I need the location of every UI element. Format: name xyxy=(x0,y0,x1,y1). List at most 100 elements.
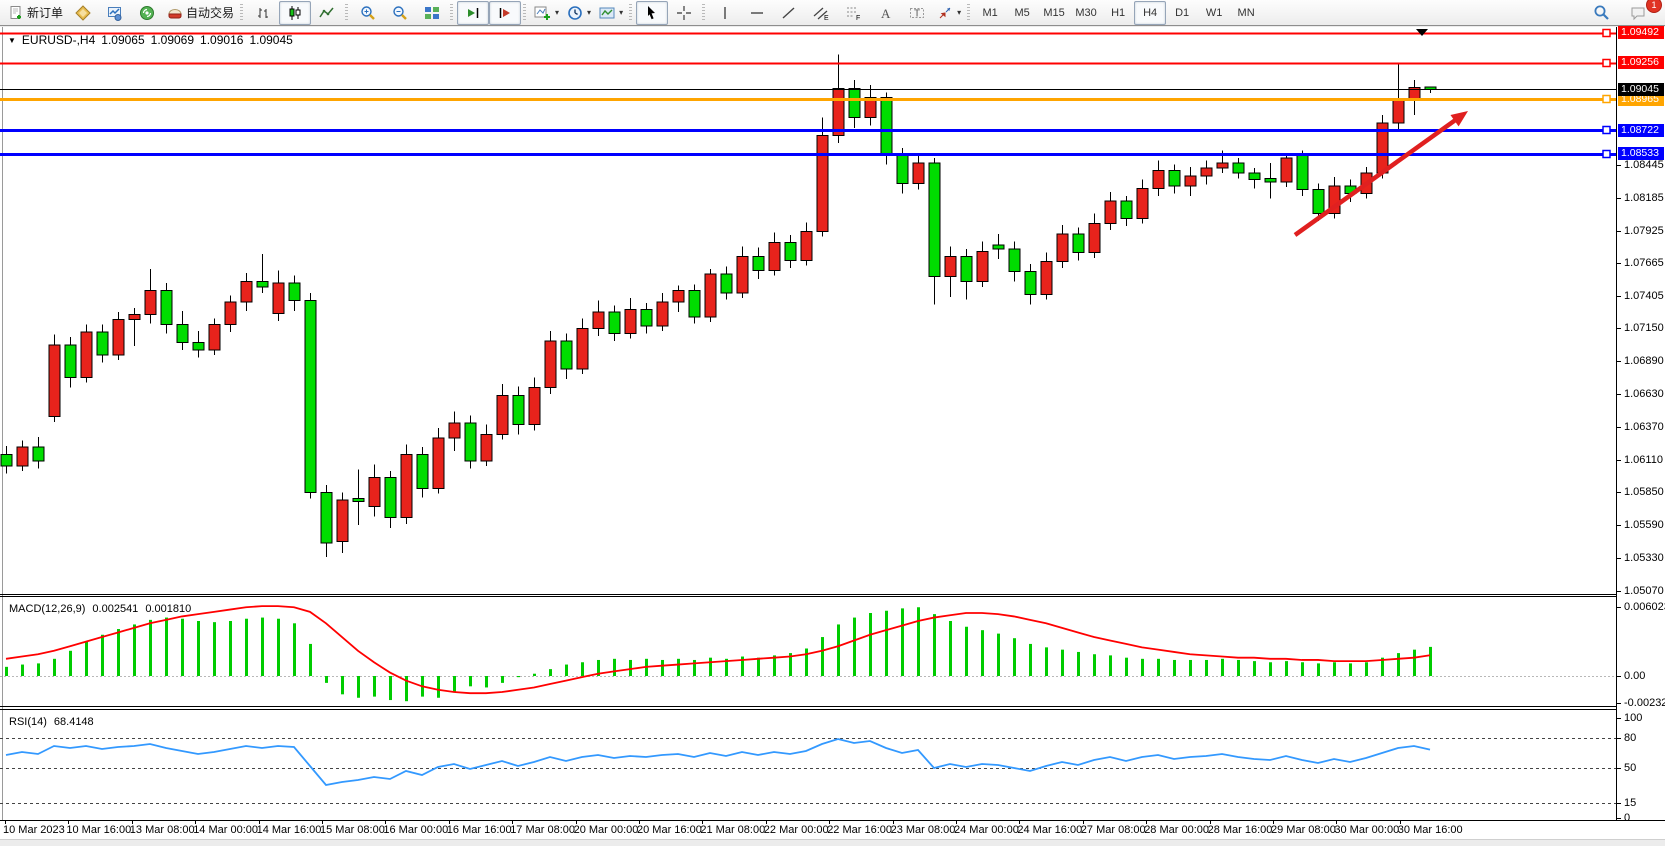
dropdown-arrow-icon[interactable]: ▾ xyxy=(619,8,624,17)
equidistant-channel-button[interactable]: E xyxy=(805,1,837,25)
tile-windows-button[interactable] xyxy=(416,1,448,25)
candle[interactable] xyxy=(1024,271,1037,295)
indicators-button[interactable]: ▾ xyxy=(530,1,563,25)
auto-trading-button[interactable]: 自动交易 xyxy=(163,1,238,25)
price-axis[interactable]: 1.09492 1.09256 1.08965 1.08722 1.08533 1.090… xyxy=(1616,26,1665,824)
candle[interactable] xyxy=(208,324,221,351)
chart-shift-button[interactable] xyxy=(489,0,522,25)
vertical-line-button[interactable] xyxy=(709,1,741,25)
bar-chart-button[interactable] xyxy=(247,1,279,25)
candle[interactable] xyxy=(1040,261,1053,295)
candle[interactable] xyxy=(128,314,141,321)
candle[interactable] xyxy=(1200,167,1213,177)
candle[interactable] xyxy=(448,422,461,439)
candle[interactable] xyxy=(864,97,877,119)
candle[interactable] xyxy=(176,324,189,343)
trend-arrow-head[interactable] xyxy=(1450,111,1468,127)
candle[interactable] xyxy=(16,446,29,467)
candle[interactable] xyxy=(224,301,237,326)
candle[interactable] xyxy=(480,433,493,462)
dropdown-arrow-icon[interactable]: ▾ xyxy=(587,8,592,17)
profile-button[interactable] xyxy=(67,1,99,25)
timeframe-d1-button[interactable]: D1 xyxy=(1175,6,1190,19)
macd-pane-canvas[interactable] xyxy=(0,597,1616,706)
candle[interactable] xyxy=(192,341,205,351)
candle[interactable] xyxy=(992,244,1005,250)
cursor-button[interactable] xyxy=(636,0,669,25)
candle[interactable] xyxy=(1104,200,1117,225)
candle[interactable] xyxy=(928,162,941,278)
candle[interactable] xyxy=(688,290,701,318)
candle[interactable] xyxy=(1248,172,1261,181)
candle[interactable] xyxy=(496,394,509,435)
candle[interactable] xyxy=(1152,170,1165,189)
candle[interactable] xyxy=(592,311,605,329)
candle[interactable] xyxy=(400,454,413,519)
candle[interactable] xyxy=(368,476,381,507)
candle[interactable] xyxy=(1216,162,1229,169)
line-chart-button[interactable] xyxy=(311,1,343,25)
candle[interactable] xyxy=(432,437,445,490)
candle[interactable] xyxy=(336,499,349,543)
zoom-in-button[interactable] xyxy=(352,1,384,25)
candle[interactable] xyxy=(80,331,93,379)
candlestick-chart-button[interactable] xyxy=(279,0,312,25)
candle[interactable] xyxy=(816,134,829,232)
candle[interactable] xyxy=(1056,233,1069,263)
time-axis[interactable]: 10 Mar 2023 10 Mar 16:00 13 Mar 08:00 14 Ma… xyxy=(0,821,1665,839)
candle[interactable] xyxy=(1296,155,1309,191)
candle[interactable] xyxy=(304,300,317,493)
candle[interactable] xyxy=(736,256,749,294)
level-handle[interactable] xyxy=(1602,125,1611,135)
timeframe-m5-button[interactable]: M5 xyxy=(1014,6,1030,19)
candle[interactable] xyxy=(320,491,333,544)
bottom-scroll-strip[interactable] xyxy=(0,839,1665,846)
timeframe-w1-button[interactable]: W1 xyxy=(1205,6,1223,19)
candle[interactable] xyxy=(832,88,845,136)
candle[interactable] xyxy=(848,88,861,119)
chart-shift-marker[interactable] xyxy=(1416,29,1428,36)
candle[interactable] xyxy=(256,281,269,288)
candle[interactable] xyxy=(352,498,365,502)
candle[interactable] xyxy=(672,290,685,303)
trendline-button[interactable] xyxy=(773,1,805,25)
candle[interactable] xyxy=(144,290,157,316)
pane-divider[interactable] xyxy=(0,594,1616,595)
timeframe-m1-button[interactable]: M1 xyxy=(982,6,998,19)
candle[interactable] xyxy=(0,454,13,467)
rsi-pane-canvas[interactable] xyxy=(0,710,1616,820)
pane-divider[interactable] xyxy=(0,706,1616,707)
candle[interactable] xyxy=(96,331,109,356)
candle[interactable] xyxy=(1392,99,1405,124)
zoom-out-button[interactable] xyxy=(384,1,416,25)
trend-arrow[interactable] xyxy=(1293,114,1462,237)
auto-scroll-button[interactable] xyxy=(457,0,490,25)
text-label-button[interactable]: T xyxy=(901,1,933,25)
candle[interactable] xyxy=(608,311,621,334)
candle[interactable] xyxy=(384,476,397,519)
candle[interactable] xyxy=(512,394,525,425)
candle[interactable] xyxy=(272,282,285,314)
candle[interactable] xyxy=(576,327,589,370)
timeframe-h4-button[interactable]: H4 xyxy=(1134,0,1167,25)
chart-menu-icon[interactable]: ▼ xyxy=(8,35,16,45)
dropdown-arrow-icon[interactable]: ▾ xyxy=(957,8,962,17)
candle[interactable] xyxy=(1184,175,1197,187)
templates-button[interactable]: ▾ xyxy=(595,1,627,25)
search-button[interactable] xyxy=(1585,1,1617,25)
candle[interactable] xyxy=(704,273,717,318)
candle[interactable] xyxy=(768,242,781,271)
text-button[interactable]: A xyxy=(869,1,901,25)
candle[interactable] xyxy=(1008,248,1021,273)
level-handle[interactable] xyxy=(1602,94,1611,104)
candle[interactable] xyxy=(1312,189,1325,215)
level-handle[interactable] xyxy=(1602,58,1611,68)
timeframe-h1-button[interactable]: H1 xyxy=(1111,6,1126,19)
candle[interactable] xyxy=(1088,223,1101,254)
candle[interactable] xyxy=(1120,200,1133,220)
candle[interactable] xyxy=(528,387,541,425)
candle[interactable] xyxy=(960,256,973,283)
candle[interactable] xyxy=(976,250,989,283)
timeframe-mn-button[interactable]: MN xyxy=(1237,6,1255,19)
candle[interactable] xyxy=(288,282,301,302)
